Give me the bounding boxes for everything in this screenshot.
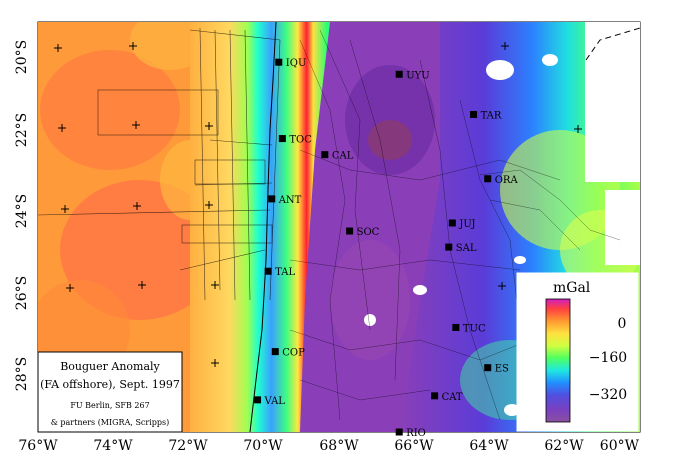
city-marker [278,135,286,143]
caption-partners: & partners (MIGRA, Scripps) [51,418,170,427]
colorbar-tick: 0 [618,316,627,332]
city-label: VAL [264,396,286,407]
border-line [585,27,641,61]
lat-tick: 26°S [14,276,30,310]
city-label: UYU [406,70,429,81]
city-markers: IQU UYU TAR TOC CAL ORA ANT JUJ SOC SAL TAL TUC COP E… [254,58,518,439]
city-label: SAL [456,243,477,254]
lon-tick: 76°W [18,438,58,454]
city-marker [321,151,329,159]
lat-tick: 20°S [14,40,30,74]
city-label: CAL [332,151,354,162]
city-label: COP [282,348,305,359]
lon-tick: 72°W [168,438,208,454]
city-label: TOC [289,135,312,146]
city-label: IQU [286,58,307,69]
lat-tick: 22°S [14,113,30,147]
colorbar: mGal 0 −160 −320 [516,272,639,432]
city-marker [264,267,272,275]
longitude-axis: 76°W 74°W 72°W 70°W 68°W 66°W 64°W 62°W … [18,438,639,454]
lat-tick: 28°S [14,357,30,391]
colorbar-title: mGal [553,280,591,296]
city-marker [445,243,453,251]
city-marker [452,323,460,331]
graticule-markers [54,42,582,367]
city-label: TAR [481,110,502,121]
city-marker [268,195,276,203]
city-label: JUJ [458,219,475,230]
lon-tick: 62°W [544,438,584,454]
city-marker [484,175,492,183]
caption-credit: FU Berlin, SFB 267 [70,401,149,410]
city-marker [484,364,492,372]
city-marker [395,70,403,78]
city-marker [346,227,354,235]
city-marker [275,58,283,66]
caption-subtitle: (FA offshore), Sept. 1997 [40,378,180,391]
city-marker [271,348,279,356]
lon-tick: 66°W [394,438,434,454]
latitude-axis: 20°S 22°S 24°S 26°S 28°S [14,40,30,391]
city-label: TAL [275,267,295,278]
city-label: TUC [463,323,486,334]
city-marker [448,219,456,227]
lon-tick: 68°W [319,438,359,454]
caption-title: Bouguer Anomaly [60,360,160,373]
lon-tick: 60°W [600,438,640,454]
colorbar-tick: −320 [589,387,627,403]
lon-tick: 64°W [469,438,509,454]
city-label: RIO [406,428,426,439]
colorbar-scale [545,298,571,423]
colorbar-tick: −160 [589,350,627,366]
city-marker [470,110,478,118]
caption-box: Bouguer Anomaly (FA offshore), Sept. 199… [37,351,183,433]
lon-tick: 70°W [243,438,283,454]
city-label: ORA [495,175,519,186]
lon-tick: 74°W [93,438,133,454]
city-label: ANT [278,195,302,206]
city-marker [431,392,439,400]
city-marker [395,428,403,436]
city-label: ES [495,364,509,375]
city-label: SOC [357,227,380,238]
city-marker [254,396,262,404]
city-label: CAT [442,392,463,403]
lat-tick: 24°S [14,194,30,228]
